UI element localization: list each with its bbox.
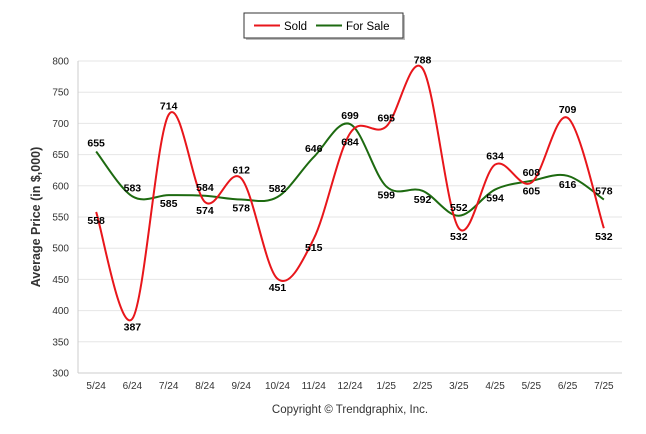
data-label: 578 — [232, 203, 250, 215]
legend-label: For Sale — [346, 21, 389, 33]
data-label: 583 — [124, 182, 142, 194]
legend: Sold For Sale — [243, 12, 405, 40]
x-tick-label: 6/25 — [558, 381, 578, 392]
data-label: 578 — [595, 186, 613, 198]
series-lines — [95, 64, 605, 322]
data-label: 574 — [196, 205, 214, 217]
data-label: 605 — [523, 186, 541, 198]
data-label: 655 — [87, 137, 105, 149]
data-label: 788 — [414, 54, 432, 66]
y-tick-label: 700 — [52, 119, 69, 130]
x-tick-label: 4/25 — [485, 381, 505, 392]
data-label: 699 — [341, 110, 359, 122]
data-label: 634 — [486, 151, 504, 163]
data-label: 684 — [341, 136, 359, 148]
y-tick-label: 500 — [52, 244, 69, 255]
data-label: 594 — [486, 193, 504, 205]
copyright-text: Copyright © Trendgraphix, Inc. — [272, 404, 428, 416]
axes: 300 350 400 450 500 550 600 650 700 750 800 5/24 6/2… — [52, 57, 622, 392]
data-label: 532 — [450, 231, 468, 243]
y-tick-label: 800 — [52, 57, 69, 68]
x-tick-label: 12/24 — [337, 381, 362, 392]
x-tick-label: 7/24 — [159, 381, 179, 392]
x-tick-label: 6/24 — [123, 381, 143, 392]
x-tick-label: 5/25 — [522, 381, 542, 392]
y-axis-label: Average Price (in $,000) — [29, 147, 43, 288]
data-label: 695 — [378, 113, 396, 125]
data-label: 387 — [124, 322, 142, 334]
data-label: 584 — [196, 182, 214, 194]
data-label: 552 — [450, 202, 468, 214]
y-tick-label: 650 — [52, 150, 69, 161]
x-tick-label: 2/25 — [413, 381, 433, 392]
y-tick-label: 350 — [52, 337, 69, 348]
x-tick-label: 10/24 — [265, 381, 290, 392]
x-tick-label: 3/25 — [449, 381, 469, 392]
y-tick-label: 300 — [52, 369, 69, 380]
series-line-for-sale — [95, 122, 605, 217]
data-label: 451 — [269, 282, 287, 294]
data-labels: 558 387 714 574 612 451 515 684 695 788 532 634 605 7… — [87, 54, 612, 333]
data-label: 709 — [559, 104, 577, 116]
series-line-sold — [95, 64, 605, 322]
x-tick-label: 8/24 — [195, 381, 215, 392]
x-tick-label: 11/24 — [302, 381, 327, 392]
y-tick-label: 600 — [52, 181, 69, 192]
data-label: 714 — [160, 101, 178, 113]
data-label: 558 — [87, 215, 105, 227]
data-label: 582 — [269, 183, 287, 195]
data-label: 532 — [595, 231, 613, 243]
data-label: 608 — [523, 167, 541, 179]
y-tick-label: 450 — [52, 275, 69, 286]
legend-label: Sold — [284, 21, 307, 33]
data-label: 585 — [160, 198, 178, 210]
data-label: 616 — [559, 179, 577, 191]
data-label: 646 — [305, 143, 323, 155]
data-label: 612 — [232, 164, 250, 176]
x-tick-label: 7/25 — [594, 381, 614, 392]
data-label: 515 — [305, 242, 323, 254]
y-tick-label: 400 — [52, 306, 69, 317]
data-label: 592 — [414, 194, 432, 206]
x-tick-label: 5/24 — [86, 381, 106, 392]
y-tick-label: 550 — [52, 213, 69, 224]
data-label: 599 — [378, 189, 396, 201]
x-tick-label: 1/25 — [377, 381, 397, 392]
x-tick-label: 9/24 — [231, 381, 251, 392]
y-tick-label: 750 — [52, 88, 69, 99]
